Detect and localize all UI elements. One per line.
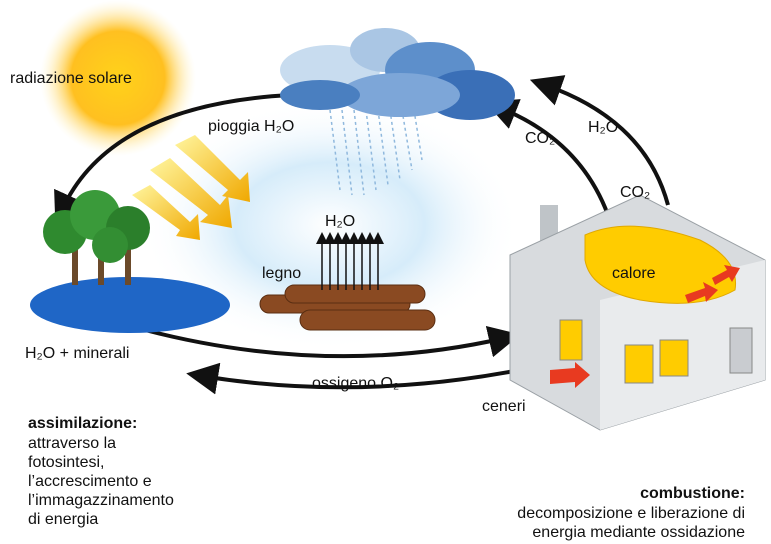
ashes-label: ceneri xyxy=(482,398,526,415)
minerals-label: H₂O + minerali xyxy=(25,345,129,362)
h2o-label: H₂O xyxy=(588,119,618,136)
house-part xyxy=(560,320,582,360)
note-line: decomposizione e liberazione di xyxy=(517,505,745,522)
note-title: combustione: xyxy=(640,485,745,502)
logs-part xyxy=(300,310,435,330)
note-line: di energia xyxy=(28,511,98,528)
house xyxy=(510,195,765,430)
wood-label: legno xyxy=(262,265,301,282)
logs-part xyxy=(285,285,425,303)
sun-label: radiazione solare xyxy=(10,70,132,87)
trees-part xyxy=(92,227,128,263)
trees-part xyxy=(30,277,230,333)
assimilation-note: assimilazione: attraverso la fotosintesi,… xyxy=(28,415,174,528)
vapor-label: H₂O xyxy=(325,213,355,230)
co2-label: CO₂ xyxy=(525,130,555,147)
rain-label: pioggia H₂O xyxy=(208,118,294,135)
note-title: assimilazione: xyxy=(28,415,137,432)
note-line: fotosintesi, xyxy=(28,454,104,471)
diagram: radiazione solare pioggia H₂O H₂O legno … xyxy=(0,0,771,544)
house-part xyxy=(625,345,653,383)
oxygen-label: ossigeno O₂ xyxy=(312,375,399,392)
clouds xyxy=(280,28,515,120)
house-part xyxy=(730,328,752,373)
note-line: l’immagazzinamento xyxy=(28,492,174,509)
combustion-note: combustione: decomposizione e liberazion… xyxy=(517,485,745,541)
clouds-part xyxy=(280,80,360,110)
co2-label: CO₂ xyxy=(620,184,650,201)
note-line: energia mediante ossidazione xyxy=(532,524,745,541)
heat-label: calore xyxy=(612,265,656,282)
note-line: l’accrescimento e xyxy=(28,473,152,490)
note-line: attraverso la xyxy=(28,435,116,452)
house-part xyxy=(660,340,688,376)
